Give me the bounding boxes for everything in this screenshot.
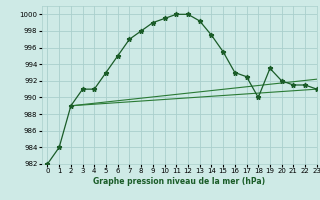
X-axis label: Graphe pression niveau de la mer (hPa): Graphe pression niveau de la mer (hPa) [93,177,265,186]
